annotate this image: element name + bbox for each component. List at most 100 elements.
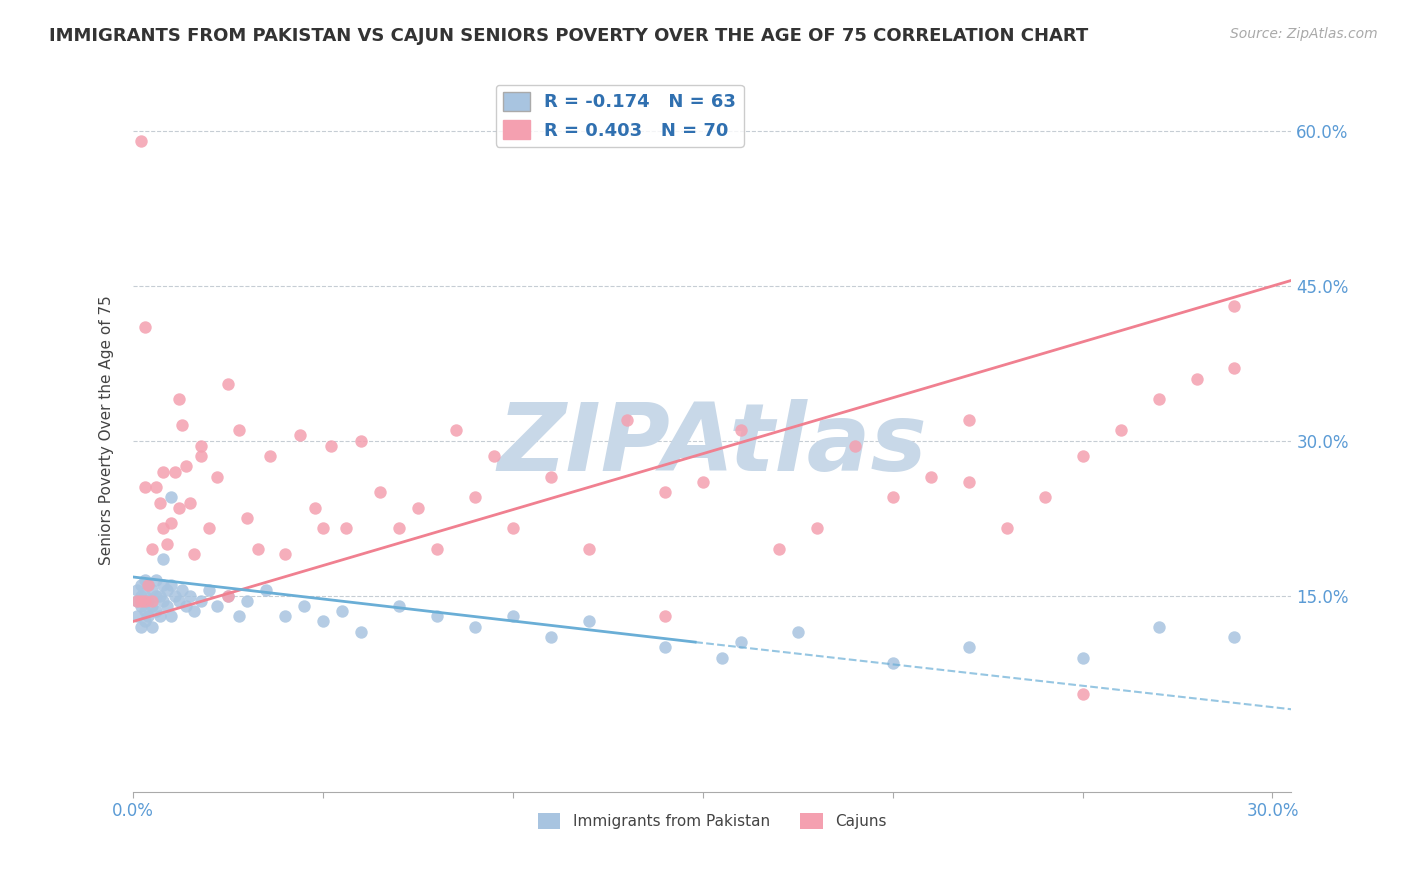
Point <box>304 500 326 515</box>
Point <box>156 537 179 551</box>
Point <box>134 604 156 618</box>
Point <box>426 609 449 624</box>
Point <box>1109 423 1132 437</box>
Point <box>163 465 186 479</box>
Point <box>129 578 152 592</box>
Point <box>312 521 335 535</box>
Point <box>254 583 277 598</box>
Point <box>152 521 174 535</box>
Point <box>882 491 904 505</box>
Point <box>125 594 148 608</box>
Point <box>654 485 676 500</box>
Point <box>1223 299 1246 313</box>
Point <box>319 439 342 453</box>
Point <box>156 583 179 598</box>
Point <box>205 469 228 483</box>
Point <box>654 640 676 655</box>
Point <box>174 459 197 474</box>
Point <box>957 413 980 427</box>
Point <box>482 449 505 463</box>
Point <box>426 542 449 557</box>
Point <box>125 609 148 624</box>
Point <box>136 578 159 592</box>
Point <box>290 428 312 442</box>
Point <box>957 640 980 655</box>
Point <box>156 599 179 613</box>
Point <box>183 547 205 561</box>
Point <box>145 573 167 587</box>
Point <box>350 624 373 639</box>
Point <box>141 594 163 608</box>
Point <box>134 319 156 334</box>
Point <box>882 656 904 670</box>
Point <box>654 609 676 624</box>
Point <box>217 589 239 603</box>
Point <box>141 619 163 633</box>
Point <box>152 578 174 592</box>
Point <box>920 469 942 483</box>
Point <box>995 521 1018 535</box>
Point <box>368 485 391 500</box>
Point <box>141 599 163 613</box>
Point <box>540 630 562 644</box>
Point <box>136 594 159 608</box>
Point <box>502 521 524 535</box>
Point <box>730 635 752 649</box>
Point <box>152 552 174 566</box>
Point <box>464 619 486 633</box>
Point <box>1071 687 1094 701</box>
Point <box>145 604 167 618</box>
Point <box>730 423 752 437</box>
Point <box>179 495 201 509</box>
Point <box>274 609 297 624</box>
Point <box>330 604 353 618</box>
Text: ZIPAtlas: ZIPAtlas <box>498 399 927 491</box>
Point <box>134 615 156 629</box>
Point <box>1071 449 1094 463</box>
Point <box>183 604 205 618</box>
Point <box>388 521 411 535</box>
Point <box>1223 361 1246 376</box>
Point <box>806 521 828 535</box>
Point <box>786 624 808 639</box>
Point <box>236 594 259 608</box>
Point <box>129 594 152 608</box>
Point <box>163 589 186 603</box>
Point <box>152 465 174 479</box>
Point <box>190 449 212 463</box>
Point <box>190 439 212 453</box>
Point <box>1185 371 1208 385</box>
Point <box>259 449 281 463</box>
Point <box>160 516 183 531</box>
Point <box>578 542 600 557</box>
Point <box>957 475 980 489</box>
Point <box>388 599 411 613</box>
Point <box>149 609 172 624</box>
Point <box>160 491 183 505</box>
Point <box>217 376 239 391</box>
Point <box>129 134 152 148</box>
Point <box>136 609 159 624</box>
Point <box>149 495 172 509</box>
Point <box>174 599 197 613</box>
Point <box>179 589 201 603</box>
Point <box>217 589 239 603</box>
Point <box>125 583 148 598</box>
Legend: Immigrants from Pakistan, Cajuns: Immigrants from Pakistan, Cajuns <box>531 806 893 835</box>
Point <box>444 423 467 437</box>
Point <box>145 589 167 603</box>
Point <box>167 500 190 515</box>
Point <box>141 542 163 557</box>
Point <box>844 439 866 453</box>
Point <box>172 418 194 433</box>
Point <box>125 594 148 608</box>
Point <box>274 547 297 561</box>
Point <box>190 594 212 608</box>
Point <box>141 583 163 598</box>
Point <box>1071 650 1094 665</box>
Point <box>540 469 562 483</box>
Point <box>710 650 733 665</box>
Point <box>167 392 190 407</box>
Point <box>228 609 250 624</box>
Point <box>1147 392 1170 407</box>
